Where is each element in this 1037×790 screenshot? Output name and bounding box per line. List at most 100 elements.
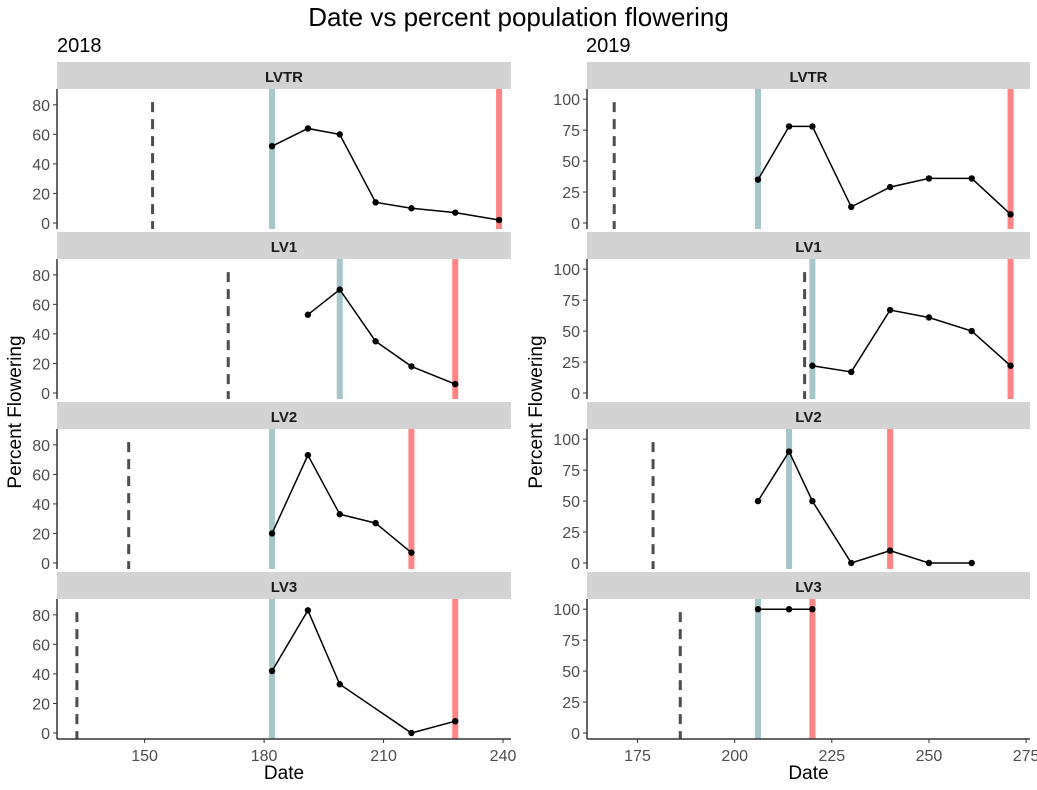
y-tick-label: 100 bbox=[553, 602, 580, 619]
data-point bbox=[408, 549, 415, 556]
y-tick-label: 100 bbox=[553, 432, 580, 449]
series-line bbox=[757, 125, 1012, 215]
panel-title-2019: 2019 bbox=[586, 35, 631, 57]
y-tick-label: 25 bbox=[562, 355, 580, 372]
data-point bbox=[452, 717, 459, 725]
data-point bbox=[785, 123, 793, 130]
x-tick-label: 225 bbox=[818, 748, 845, 765]
x-tick-label: 250 bbox=[916, 748, 943, 765]
panel-2018-LV1: LV1 0 20 40 60 80 bbox=[32, 232, 511, 403]
y-axis-label: Percent Flowering bbox=[526, 335, 547, 488]
y-tick-label: 20 bbox=[32, 186, 50, 203]
data-point bbox=[268, 667, 276, 675]
y-tick-label: 40 bbox=[32, 497, 50, 514]
y-tick-label: 60 bbox=[32, 467, 50, 484]
panel-2018-LVTR: LVTR 0 20 40 60 80 bbox=[32, 62, 511, 233]
data-point bbox=[886, 547, 894, 554]
strip-background bbox=[57, 402, 511, 429]
y-tick-label: 80 bbox=[32, 608, 50, 625]
y-tick-label: 20 bbox=[32, 696, 50, 713]
y-tick-label: 75 bbox=[562, 633, 580, 650]
series-line bbox=[271, 127, 500, 221]
y-tick-label: 60 bbox=[32, 297, 50, 314]
data-point bbox=[408, 729, 415, 737]
y-tick-label: 75 bbox=[562, 293, 580, 310]
y-tick-label: 80 bbox=[32, 268, 50, 285]
strip-background bbox=[587, 62, 1030, 89]
x-axis-label: Date bbox=[788, 763, 828, 784]
strip-background bbox=[587, 572, 1030, 599]
x-axis-label: Date bbox=[264, 763, 304, 784]
panel-2018-LV2: LV2 0 20 40 60 80 bbox=[32, 402, 511, 573]
data-point bbox=[304, 607, 312, 614]
data-point bbox=[754, 176, 762, 183]
y-tick-label: 0 bbox=[571, 216, 580, 233]
y-tick-label: 100 bbox=[553, 262, 580, 279]
data-point bbox=[408, 205, 415, 212]
y-tick-label: 0 bbox=[41, 386, 50, 403]
data-point bbox=[268, 530, 276, 537]
data-point bbox=[848, 203, 855, 211]
y-tick-label: 20 bbox=[32, 356, 50, 373]
y-tick-label: 60 bbox=[32, 637, 50, 654]
panel-2019-LV2: LV2 0 25 50 75 100 bbox=[553, 402, 1030, 573]
data-point bbox=[848, 368, 855, 376]
data-point bbox=[886, 183, 894, 191]
data-point bbox=[925, 314, 933, 321]
data-point bbox=[372, 338, 379, 345]
y-tick-label: 0 bbox=[41, 726, 50, 743]
y-tick-label: 0 bbox=[571, 556, 580, 573]
panel-2019-LVTR: LVTR 0 25 50 75 100 bbox=[553, 62, 1030, 233]
data-point bbox=[809, 123, 816, 130]
data-point bbox=[304, 311, 312, 318]
chart-title: Date vs percent population flowering bbox=[308, 2, 729, 32]
y-tick-label: 25 bbox=[562, 695, 580, 712]
panel-2018-LV3: LV3 0 20 40 60 80 150 180 210 240 bbox=[32, 572, 516, 765]
x-tick-label: 240 bbox=[490, 748, 517, 765]
data-point bbox=[336, 286, 343, 293]
y-tick-label: 75 bbox=[562, 123, 580, 140]
y-tick-label: 0 bbox=[571, 386, 580, 403]
strip-background bbox=[57, 232, 511, 259]
y-tick-label: 40 bbox=[32, 327, 50, 344]
y-tick-label: 80 bbox=[32, 438, 50, 455]
y-axis-label: Percent Flowering bbox=[5, 335, 26, 488]
data-point bbox=[809, 497, 816, 505]
x-tick-label: 210 bbox=[370, 748, 397, 765]
y-tick-label: 60 bbox=[32, 127, 50, 144]
y-tick-label: 75 bbox=[562, 463, 580, 480]
data-point bbox=[1007, 211, 1014, 218]
y-tick-label: 40 bbox=[32, 157, 50, 174]
data-point bbox=[372, 199, 379, 206]
data-point bbox=[925, 175, 933, 182]
strip-label: LV2 bbox=[271, 409, 297, 426]
x-tick-label: 175 bbox=[624, 748, 651, 765]
data-point bbox=[336, 511, 343, 518]
x-tick-label: 150 bbox=[131, 748, 158, 765]
data-point bbox=[304, 125, 312, 132]
data-point bbox=[809, 362, 816, 369]
y-tick-label: 25 bbox=[562, 525, 580, 542]
x-tick-label: 200 bbox=[721, 748, 748, 765]
facet-column-2018: LVTR020406080LV1020406080LV2020406080LV3… bbox=[5, 62, 516, 784]
y-tick-label: 0 bbox=[571, 726, 580, 743]
data-point bbox=[268, 142, 276, 150]
data-point bbox=[304, 451, 312, 459]
y-tick-label: 100 bbox=[553, 92, 580, 109]
y-tick-label: 80 bbox=[32, 98, 50, 115]
panel-2019-LV3: LV3 0 25 50 75 100 175 200 225 250 275 bbox=[553, 572, 1037, 765]
y-tick-label: 0 bbox=[41, 216, 50, 233]
y-tick-label: 50 bbox=[562, 664, 580, 681]
y-tick-label: 50 bbox=[562, 154, 580, 171]
y-tick-label: 20 bbox=[32, 526, 50, 543]
strip-background bbox=[587, 232, 1030, 259]
strip-label: LVTR bbox=[265, 69, 303, 86]
data-point bbox=[336, 131, 343, 138]
panel-title-2018: 2018 bbox=[57, 35, 102, 57]
series-line bbox=[307, 288, 456, 385]
strip-background bbox=[57, 572, 511, 599]
data-point bbox=[372, 519, 379, 527]
strip-background bbox=[587, 402, 1030, 429]
data-point bbox=[495, 216, 503, 224]
